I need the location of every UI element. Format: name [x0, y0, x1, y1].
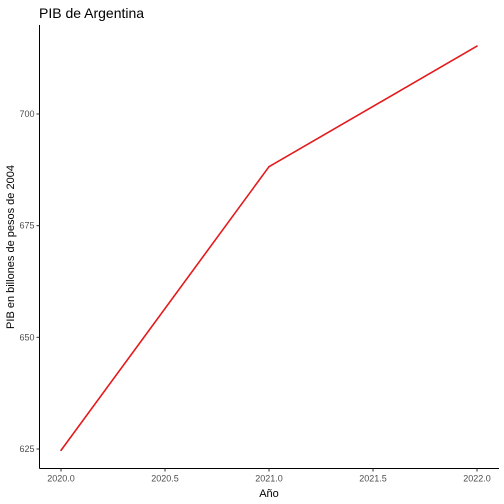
x-axis-title: Año	[259, 488, 279, 500]
series-line	[60, 45, 478, 451]
plot-area: 2020.0 2020.5 2021.0 2021.5 2022.0 625 650 675…	[19, 25, 499, 484]
chart-title: PIB de Argentina	[39, 5, 144, 21]
series-group	[60, 45, 478, 452]
x-tick-label: 2021.0	[255, 474, 283, 484]
x-tick-label: 2020.5	[151, 474, 179, 484]
data-point	[60, 449, 62, 452]
y-tick-label: 625	[19, 444, 34, 454]
x-tick-label: 2022.0	[463, 474, 491, 484]
y-tick-label: 700	[19, 109, 34, 119]
data-point	[476, 45, 478, 47]
x-tick-label: 2021.5	[359, 474, 387, 484]
y-axis-ticks: 625 650 675 700	[19, 109, 40, 454]
x-tick-label: 2020.0	[47, 474, 75, 484]
y-tick-label: 675	[19, 221, 34, 231]
y-axis-title: PIB en billones de pesos de 2004	[5, 165, 17, 329]
x-axis-ticks: 2020.0 2020.5 2021.0 2021.5 2022.0	[47, 468, 491, 484]
data-point	[268, 165, 270, 168]
y-tick-label: 650	[19, 332, 34, 342]
